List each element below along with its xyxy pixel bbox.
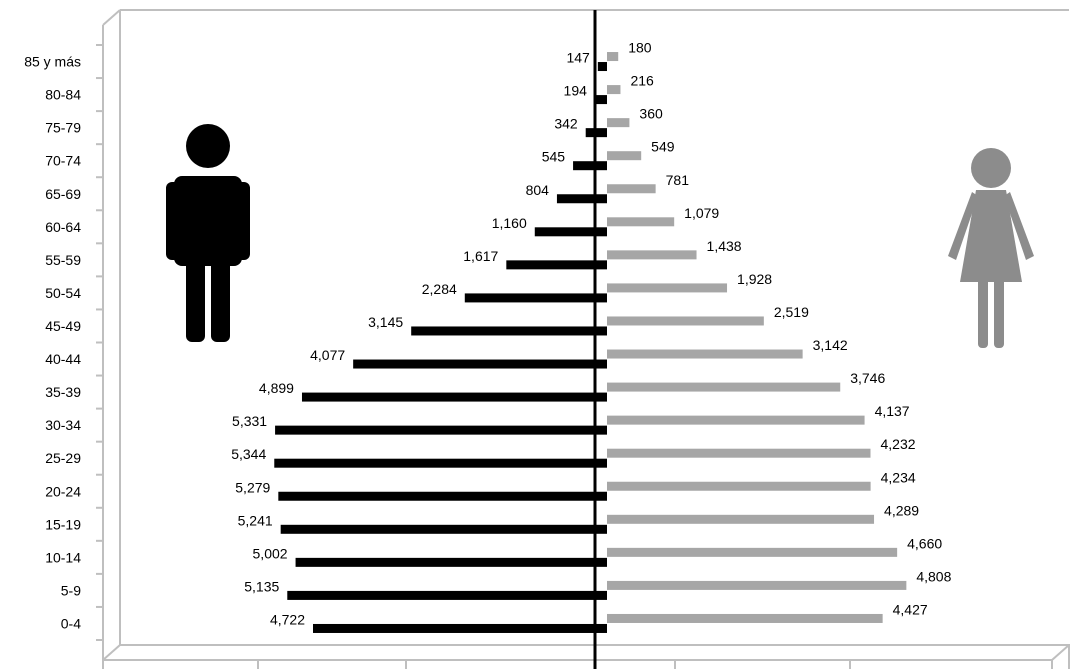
age-group-label: 20-24 bbox=[45, 483, 81, 499]
y-axis-ticks bbox=[96, 44, 103, 641]
female-bar bbox=[607, 382, 841, 392]
male-value-label: 2,284 bbox=[422, 281, 457, 297]
male-bar bbox=[313, 623, 607, 633]
female-value-label: 4,808 bbox=[916, 568, 951, 584]
male-bar bbox=[597, 62, 607, 72]
male-bar bbox=[301, 392, 607, 402]
female-bar bbox=[607, 52, 619, 62]
x-axis-ticks bbox=[102, 660, 1053, 669]
age-group-label: 45-49 bbox=[45, 318, 81, 334]
female-bar bbox=[607, 250, 697, 260]
male-bar bbox=[295, 557, 607, 567]
female-bar bbox=[607, 283, 728, 293]
age-group-label: 85 y más bbox=[24, 54, 81, 70]
male-value-label: 5,344 bbox=[231, 446, 266, 462]
female-value-label: 4,427 bbox=[893, 601, 928, 617]
age-group-label: 25-29 bbox=[45, 450, 81, 466]
female-value-label: 4,137 bbox=[875, 403, 910, 419]
male-value-label: 804 bbox=[526, 182, 550, 198]
female-value-label: 781 bbox=[666, 172, 690, 188]
female-bar bbox=[607, 547, 898, 557]
bars bbox=[274, 52, 907, 633]
age-group-label: 80-84 bbox=[45, 87, 81, 103]
female-bar bbox=[607, 415, 865, 425]
age-group-label: 40-44 bbox=[45, 351, 81, 367]
age-group-label: 30-34 bbox=[45, 417, 81, 433]
age-group-label: 10-14 bbox=[45, 549, 81, 565]
female-bar bbox=[607, 85, 621, 95]
female-bar bbox=[607, 316, 764, 326]
female-value-label: 216 bbox=[630, 73, 654, 89]
female-value-label: 549 bbox=[651, 139, 675, 155]
age-group-label: 50-54 bbox=[45, 285, 81, 301]
male-bar bbox=[287, 590, 607, 600]
female-value-label: 1,438 bbox=[707, 238, 742, 254]
female-bar bbox=[607, 349, 803, 359]
female-bar bbox=[607, 118, 630, 128]
age-group-label: 60-64 bbox=[45, 219, 81, 235]
male-value-label: 3,145 bbox=[368, 314, 403, 330]
y-axis-tick-labels: 0-4 5-9 10-14 15-19 20-24 25-29 30-34 35-39 40-4… bbox=[24, 54, 81, 632]
male-value-label: 545 bbox=[542, 149, 566, 165]
female-value-label: 4,232 bbox=[880, 436, 915, 452]
female-value-label: 3,746 bbox=[850, 370, 885, 386]
age-group-label: 5-9 bbox=[61, 582, 81, 598]
age-group-label: 75-79 bbox=[45, 120, 81, 136]
female-bar bbox=[607, 481, 871, 491]
male-value-label: 4,077 bbox=[310, 347, 345, 363]
male-bar bbox=[275, 425, 607, 435]
age-group-label: 15-19 bbox=[45, 516, 81, 532]
age-group-label: 55-59 bbox=[45, 252, 81, 268]
female-value-label: 4,660 bbox=[907, 535, 942, 551]
male-value-label: 5,135 bbox=[244, 578, 279, 594]
age-group-label: 35-39 bbox=[45, 384, 81, 400]
female-value-label: 2,519 bbox=[774, 304, 809, 320]
female-value-label: 1,928 bbox=[737, 271, 772, 287]
female-bar bbox=[607, 184, 656, 194]
male-bar bbox=[573, 161, 607, 171]
male-bar bbox=[280, 524, 607, 534]
woman-icon bbox=[948, 148, 1034, 348]
data-labels: 4,722 5,135 5,002 5,241 5,279 5,344 5,331 4,899… bbox=[231, 40, 951, 628]
male-value-label: 5,331 bbox=[232, 413, 267, 429]
female-bar bbox=[607, 613, 883, 623]
age-group-label: 70-74 bbox=[45, 153, 81, 169]
male-bar bbox=[506, 260, 607, 270]
male-value-label: 1,160 bbox=[492, 215, 527, 231]
male-value-label: 5,241 bbox=[238, 512, 273, 528]
man-icon bbox=[166, 124, 250, 342]
male-bar bbox=[534, 227, 607, 237]
male-bar bbox=[274, 458, 607, 468]
male-value-label: 4,899 bbox=[259, 380, 294, 396]
male-value-label: 4,722 bbox=[270, 611, 305, 627]
male-bar bbox=[353, 359, 607, 369]
male-bar bbox=[411, 326, 607, 336]
female-bar bbox=[607, 514, 875, 524]
female-value-label: 3,142 bbox=[813, 337, 848, 353]
female-bar bbox=[607, 448, 871, 458]
female-value-label: 1,079 bbox=[684, 205, 719, 221]
female-bar bbox=[607, 217, 675, 227]
male-bar bbox=[556, 194, 607, 204]
male-value-label: 5,279 bbox=[235, 479, 270, 495]
female-value-label: 360 bbox=[639, 106, 663, 122]
male-value-label: 147 bbox=[566, 50, 590, 66]
male-value-label: 342 bbox=[554, 116, 578, 132]
age-group-label: 65-69 bbox=[45, 186, 81, 202]
male-value-label: 5,002 bbox=[253, 545, 288, 561]
female-value-label: 180 bbox=[628, 40, 652, 56]
male-bar bbox=[594, 95, 607, 105]
age-group-label: 0-4 bbox=[61, 615, 81, 631]
female-bar bbox=[607, 580, 907, 590]
female-bar bbox=[607, 151, 642, 161]
female-value-label: 4,289 bbox=[884, 502, 919, 518]
male-bar bbox=[464, 293, 607, 303]
male-value-label: 194 bbox=[564, 83, 588, 99]
male-value-label: 1,617 bbox=[463, 248, 498, 264]
male-bar bbox=[278, 491, 607, 501]
female-value-label: 4,234 bbox=[881, 469, 916, 485]
